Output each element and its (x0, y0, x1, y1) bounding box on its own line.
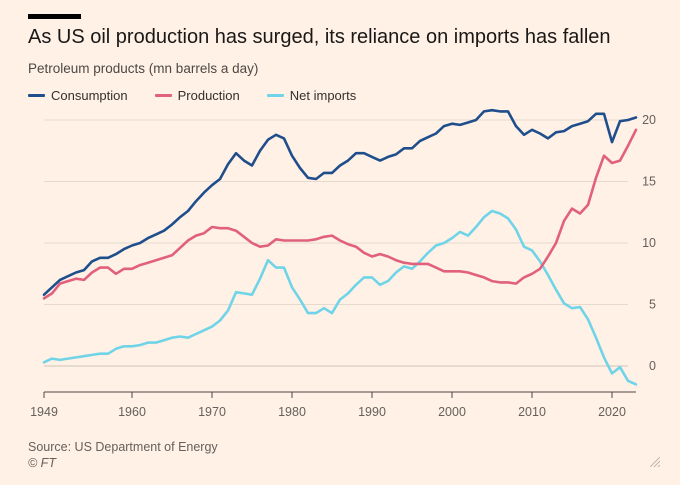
x-tick-label-2020: 2020 (598, 405, 626, 419)
y-tick-label-20: 20 (642, 113, 656, 127)
legend-label-net-imports: Net imports (289, 88, 357, 103)
resize-corner-icon (650, 457, 660, 467)
legend-label-consumption: Consumption (51, 88, 128, 103)
legend-item-production: Production (154, 88, 240, 103)
ft-top-bar (28, 14, 81, 19)
legend-swatch-net-imports (266, 94, 284, 97)
x-tick-label-2010: 2010 (518, 405, 546, 419)
x-tick-label-2000: 2000 (438, 405, 466, 419)
x-tick-label-1960: 1960 (118, 405, 146, 419)
legend-swatch-consumption (28, 94, 45, 97)
legend-swatch-production (154, 94, 172, 97)
series-line-consumption (42, 108, 638, 296)
copyright-note: © FT (28, 456, 56, 470)
legend-item-net-imports: Net imports (266, 88, 357, 103)
legend-label-production: Production (177, 88, 240, 103)
series-line-production (42, 128, 638, 300)
y-tick-label-10: 10 (642, 236, 656, 250)
series-line-net-imports (42, 209, 638, 386)
source-note: Source: US Department of Energy (28, 440, 218, 454)
chart-title: As US oil production has surged, its rel… (28, 26, 611, 48)
legend-item-consumption: Consumption (28, 88, 128, 103)
x-tick-label-1970: 1970 (198, 405, 226, 419)
y-tick-label-0: 0 (649, 359, 656, 373)
chart-legend: Consumption Production Net imports (28, 88, 383, 103)
y-tick-label-15: 15 (642, 175, 656, 189)
x-tick-label-1949: 1949 (30, 405, 58, 419)
x-tick-label-1980: 1980 (278, 405, 306, 419)
y-tick-label-5: 5 (649, 298, 656, 312)
x-tick-label-1990: 1990 (358, 405, 386, 419)
chart-subtitle: Petroleum products (mn barrels a day) (28, 61, 259, 76)
